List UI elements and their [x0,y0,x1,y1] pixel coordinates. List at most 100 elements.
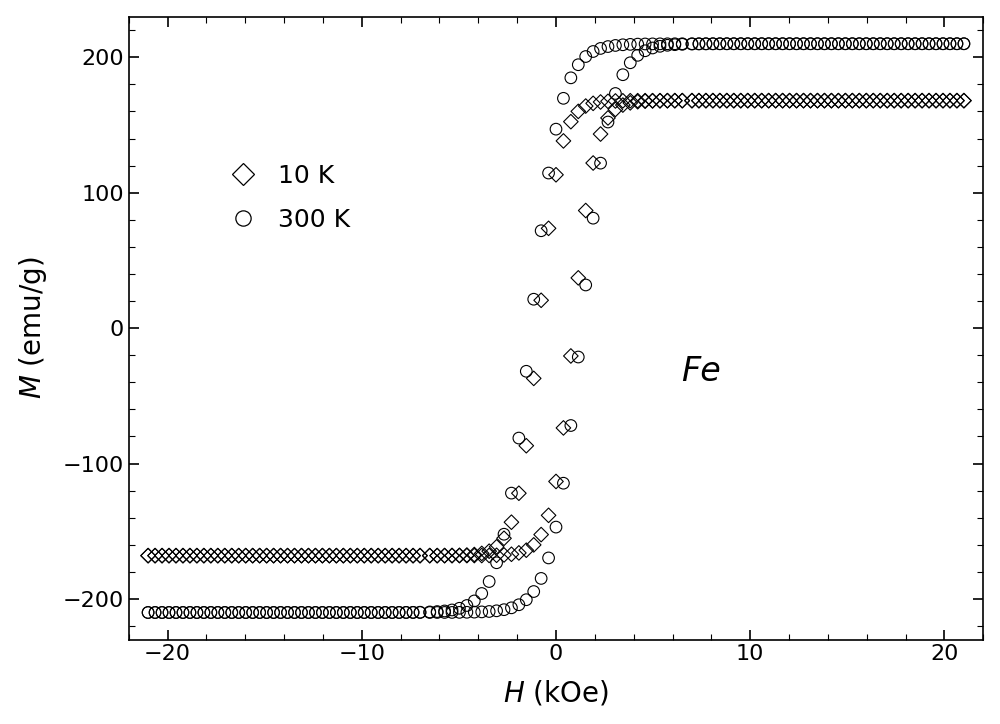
Point [600,117,616,128]
Point [837,38,853,49]
Point [252,550,268,561]
Point [698,95,714,106]
Point [844,38,860,49]
Point [189,550,205,561]
Point [674,38,690,49]
Point [921,38,937,49]
Point [578,205,594,216]
Point [238,607,254,618]
Point [140,550,156,561]
Point [637,45,653,56]
Point [363,607,379,618]
X-axis label: $\mathit{H}$ (kOe): $\mathit{H}$ (kOe) [503,678,609,707]
Point [726,38,742,49]
Point [511,599,527,610]
Point [196,550,212,561]
Point [645,95,661,106]
Point [872,38,888,49]
Point [907,95,923,106]
Point [437,550,453,561]
Point [816,38,832,49]
Point [907,38,923,49]
Point [935,95,951,106]
Point [768,95,784,106]
Point [224,550,240,561]
Point [175,607,191,618]
Point [858,38,874,49]
Point [563,420,579,432]
Point [451,550,467,561]
Point [775,95,791,106]
Point [563,350,579,362]
Point [342,607,358,618]
Point [342,550,358,561]
Point [489,605,505,617]
Point [837,38,853,49]
Point [879,38,895,49]
Point [451,550,467,561]
Point [548,476,564,487]
Point [754,95,770,106]
Point [949,38,965,49]
Point [645,38,661,50]
Point [189,550,205,561]
Point [429,607,445,618]
Point [154,550,170,561]
Point [196,607,212,618]
Point [570,351,586,363]
Point [259,607,275,618]
Point [444,550,460,561]
Point [161,550,177,561]
Point [712,38,728,49]
Point [363,607,379,618]
Point [837,95,853,106]
Point [796,95,812,106]
Point [300,550,316,561]
Point [377,607,393,618]
Point [674,95,690,106]
Point [691,38,707,50]
Point [266,550,282,561]
Point [935,38,951,49]
Point [147,607,163,618]
Point [314,607,330,618]
Point [444,607,460,618]
Point [768,38,784,49]
Point [481,545,497,557]
Point [548,123,564,135]
Point [907,95,923,106]
Point [489,550,505,561]
Point [496,533,512,544]
Point [956,95,972,106]
Point [335,607,351,618]
Point [823,95,839,106]
Point [830,38,846,49]
Point [949,95,965,106]
Point [196,607,212,618]
Point [437,605,453,617]
Point [719,38,735,49]
Text: Fe: Fe [681,355,721,388]
Point [314,607,330,618]
Point [726,38,742,49]
Point [328,607,344,618]
Point [555,93,571,104]
Point [956,38,972,49]
Point [740,38,756,49]
Point [405,607,421,618]
Point [518,440,534,452]
Point [607,88,623,99]
Point [622,95,638,106]
Point [879,38,895,49]
Point [474,588,490,599]
Point [578,279,594,291]
Point [719,95,735,106]
Point [518,594,534,605]
Point [307,550,323,561]
Point [645,95,661,106]
Point [231,550,247,561]
Point [593,128,609,140]
Point [259,550,275,561]
Point [224,607,240,618]
Point [956,95,972,106]
